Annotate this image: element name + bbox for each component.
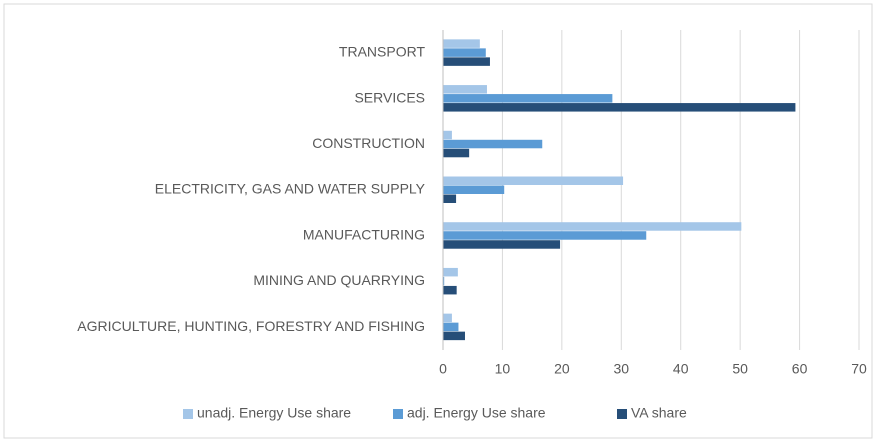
chart-frame [3, 3, 873, 439]
legend-swatch [393, 409, 403, 419]
bar [443, 139, 543, 149]
y-tick-label: TRANSPORT [339, 44, 426, 60]
bar [443, 231, 647, 240]
y-tick-label: AGRICULTURE, HUNTING, FORESTRY AND FISHI… [77, 318, 425, 334]
x-tick-label: 60 [792, 361, 808, 377]
bar [443, 176, 624, 185]
legend-label: adj. Energy Use share [407, 405, 546, 421]
bar [443, 48, 486, 57]
x-tick-label: 30 [613, 361, 629, 377]
x-tick-label: 20 [554, 361, 570, 377]
legend-label: unadj. Energy Use share [197, 405, 351, 421]
bar [443, 94, 613, 103]
bar [443, 240, 561, 249]
legend-swatch [183, 409, 193, 419]
x-tick-label: 0 [439, 361, 447, 377]
y-tick-label: CONSTRUCTION [312, 135, 425, 151]
legend-label: VA share [631, 405, 687, 421]
y-tick-label: SERVICES [354, 89, 425, 105]
bar [443, 103, 796, 112]
bar [443, 39, 480, 48]
x-tick-label: 10 [495, 361, 511, 377]
bar [443, 85, 487, 94]
y-tick-label: MINING AND QUARRYING [253, 272, 425, 288]
bar [443, 267, 458, 277]
x-tick-label: 70 [851, 361, 867, 377]
x-tick-label: 50 [732, 361, 748, 377]
legend-swatch [617, 409, 627, 419]
bar [443, 194, 457, 203]
bar [443, 276, 445, 286]
bar [443, 313, 452, 323]
y-tick-label: ELECTRICITY, GAS AND WATER SUPPLY [155, 181, 426, 197]
bar [443, 322, 459, 332]
bar [443, 331, 465, 341]
bar [443, 148, 470, 158]
bar [443, 57, 490, 66]
bar [443, 185, 505, 194]
bar [443, 222, 742, 231]
bar [443, 130, 452, 140]
y-tick-label: MANUFACTURING [303, 226, 425, 242]
x-tick-label: 40 [673, 361, 689, 377]
bar [443, 285, 457, 295]
